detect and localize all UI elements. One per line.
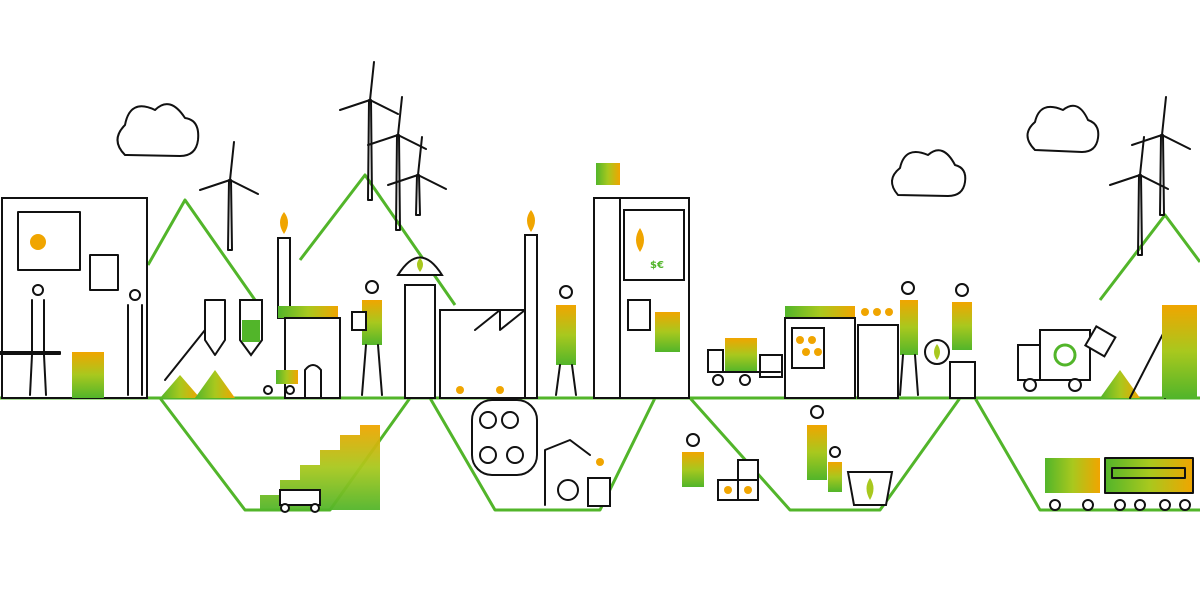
hardhat-building (396, 210, 538, 399)
cloud-icon (891, 149, 967, 197)
shopper-figures (899, 281, 976, 399)
recycle-icon (1053, 343, 1077, 367)
worker-figure (351, 280, 383, 396)
wind-turbine-icon (339, 61, 399, 201)
warehouse-worker (682, 433, 759, 501)
cloud-icon (116, 103, 200, 157)
conveyor-machine (471, 399, 611, 507)
control-building: $€ (593, 163, 690, 399)
silos (160, 299, 263, 398)
shop (784, 306, 899, 399)
wind-turbines (199, 61, 1191, 256)
wind-turbine-icon (387, 136, 447, 216)
wind-turbine-icon (199, 141, 259, 251)
wind-turbine-icon (1109, 136, 1169, 256)
factory-icon (263, 212, 341, 399)
wind-turbine-icon (1131, 96, 1191, 216)
stairs-robot (260, 425, 380, 513)
train-icon (1045, 457, 1194, 511)
office-building (0, 197, 148, 399)
family-figures (807, 405, 894, 506)
wind-turbine-icon (367, 96, 427, 231)
recycle-truck (1017, 305, 1197, 399)
currency-symbols: $€ (650, 260, 664, 271)
cloud-icon (1026, 104, 1100, 153)
person-figure (555, 285, 577, 396)
truck-icon (707, 338, 783, 386)
